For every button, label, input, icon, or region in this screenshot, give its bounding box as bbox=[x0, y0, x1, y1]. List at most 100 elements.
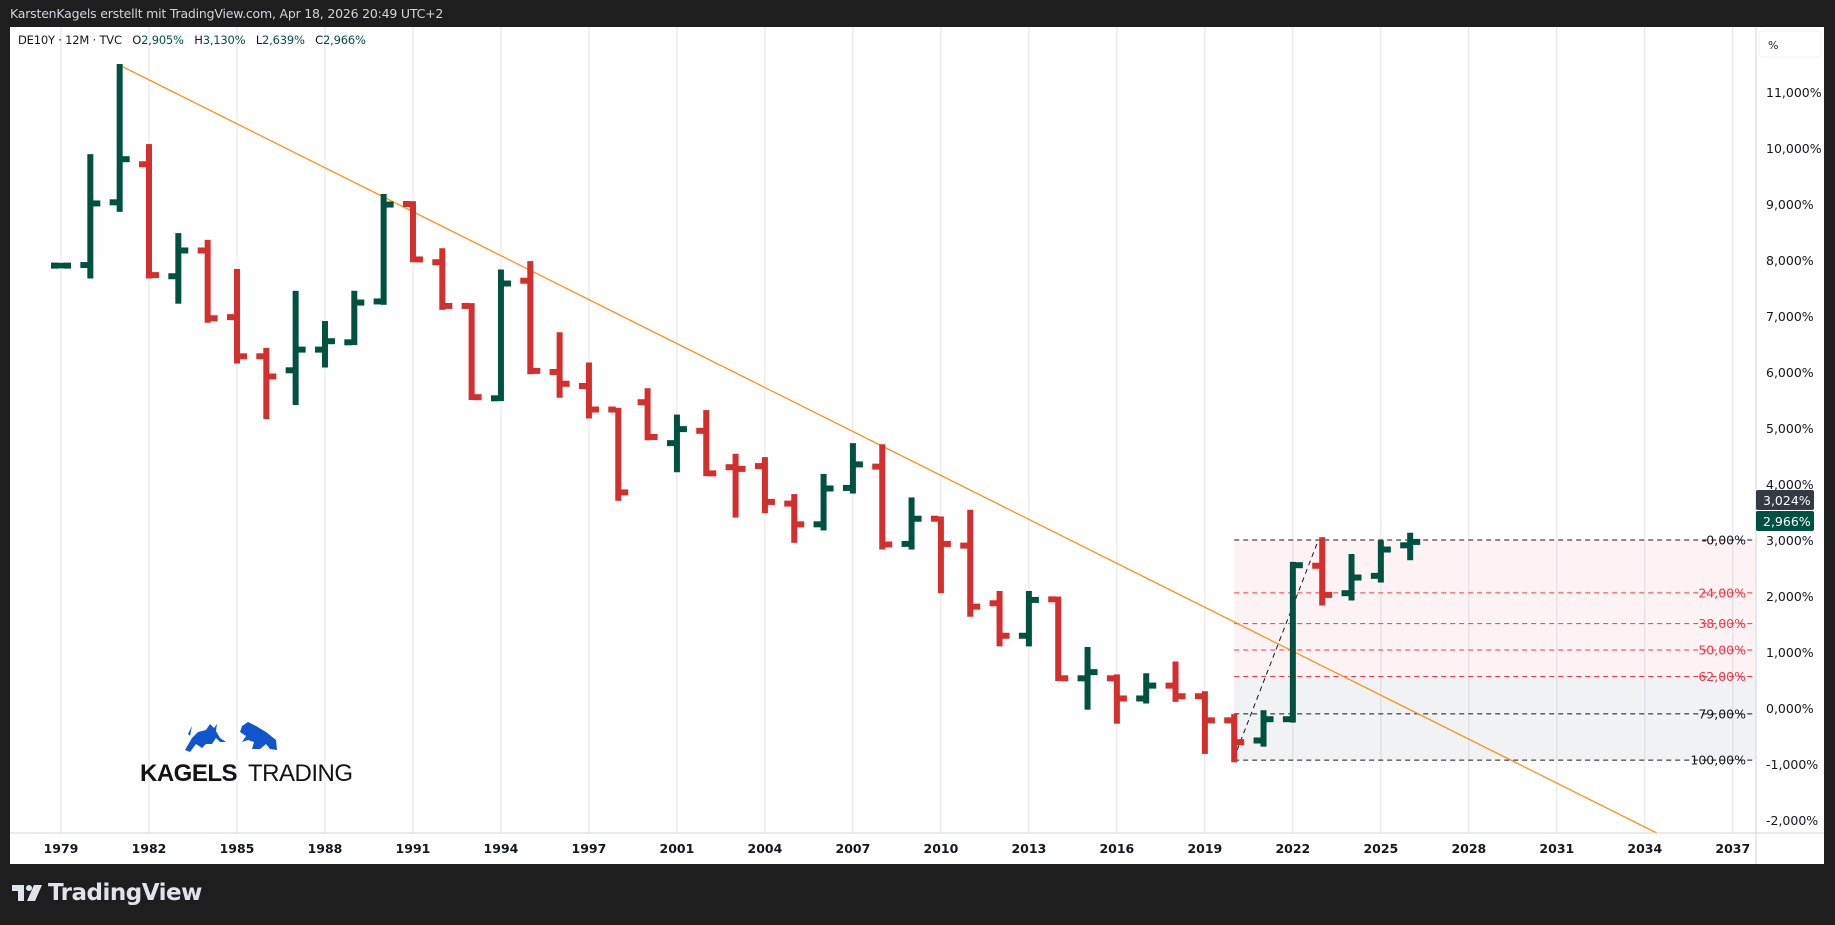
ohlc-bar-2023[interactable] bbox=[1312, 537, 1333, 606]
ohlc-bar-1984[interactable] bbox=[197, 239, 218, 323]
ohlc-bar-1982[interactable] bbox=[138, 144, 159, 279]
bar-close-tick bbox=[356, 299, 365, 306]
bar-open-tick bbox=[1282, 716, 1291, 723]
ohlc-bar-1983[interactable] bbox=[168, 233, 189, 304]
bar-range bbox=[967, 509, 974, 617]
ohlc-bar-1979[interactable] bbox=[51, 262, 71, 269]
bar-open-tick bbox=[344, 339, 352, 346]
bar-range bbox=[1260, 710, 1267, 747]
bar-range bbox=[1201, 691, 1208, 754]
ohlc-bar-2007[interactable] bbox=[842, 443, 863, 494]
bar-open-tick bbox=[901, 540, 910, 547]
bar-range bbox=[761, 457, 768, 514]
ohlc-bar-1996[interactable] bbox=[549, 332, 570, 398]
x-tick-label: 2001 bbox=[660, 841, 695, 856]
ohlc-bar-1981[interactable] bbox=[109, 64, 130, 212]
ohlc-bar-2017[interactable] bbox=[1136, 673, 1157, 704]
y-tick-label: 9,000% bbox=[1766, 197, 1814, 212]
bar-close-tick bbox=[650, 433, 658, 440]
ohlc-bar-2011[interactable] bbox=[960, 509, 981, 617]
fib-trend-line[interactable] bbox=[1236, 541, 1319, 751]
ohlc-bar-1991[interactable] bbox=[402, 201, 423, 263]
bar-close-tick bbox=[1002, 632, 1010, 639]
bar-open-tick bbox=[813, 521, 822, 528]
plot-area[interactable]: -0,00% 24,00% 38,00% 50,00% 62,00% 79,00% 100,… bbox=[51, 64, 1756, 833]
ohlc-bar-2018[interactable] bbox=[1165, 661, 1186, 702]
bar-range bbox=[908, 497, 915, 550]
ohlc-bar-2004[interactable] bbox=[754, 457, 775, 514]
ohlc-bar-2000[interactable] bbox=[637, 388, 658, 441]
ohlc-bar-1994[interactable] bbox=[490, 269, 511, 402]
bar-close-tick bbox=[1090, 669, 1098, 676]
y-tick-label: 1,000% bbox=[1766, 645, 1814, 660]
last-price-text: 3,024% bbox=[1763, 493, 1811, 508]
ohlc-bar-2010[interactable] bbox=[930, 515, 951, 594]
bar-close-tick bbox=[1412, 538, 1421, 545]
x-tick-label: 2010 bbox=[924, 841, 959, 856]
bar-close-tick bbox=[1266, 716, 1274, 723]
ohlc-bar-1990[interactable] bbox=[373, 193, 394, 305]
ohlc-bar-1986[interactable] bbox=[256, 347, 277, 420]
tradingview-brand-text: TradingView bbox=[48, 880, 202, 906]
ohlc-bar-2024[interactable] bbox=[1341, 554, 1362, 601]
bar-open-tick bbox=[168, 273, 176, 280]
ohlc-bar-2006[interactable] bbox=[813, 473, 834, 531]
x-tick-label: 1988 bbox=[308, 841, 343, 856]
bar-open-tick bbox=[1194, 693, 1203, 700]
ohlc-bar-2026[interactable] bbox=[1400, 532, 1421, 561]
bar-close-tick bbox=[444, 302, 453, 309]
price-axis[interactable]: 11,000% 10,000% 9,000% 8,000% 7,000% 6,000% 5,… bbox=[1766, 85, 1822, 828]
ohlc-bar-2001[interactable] bbox=[666, 414, 687, 473]
ohlc-bar-2008[interactable] bbox=[872, 444, 893, 550]
ohlc-bar-1980[interactable] bbox=[80, 154, 101, 279]
bar-close-tick bbox=[298, 346, 306, 353]
x-tick-label: 2025 bbox=[1363, 841, 1398, 856]
x-tick-label: 2013 bbox=[1011, 841, 1046, 856]
ohlc-bar-2003[interactable] bbox=[725, 453, 746, 518]
ohlc-bar-1993[interactable] bbox=[461, 302, 482, 401]
ohlc-bar-1985[interactable] bbox=[226, 268, 247, 364]
ohlc-bar-1989[interactable] bbox=[344, 290, 365, 346]
tradingview-logo[interactable]: TradingView bbox=[12, 880, 202, 906]
bar-open-tick bbox=[1370, 572, 1379, 579]
bar-close-tick bbox=[767, 498, 775, 505]
ohlc-bar-1997[interactable] bbox=[578, 362, 599, 419]
ohlc-bar-1995[interactable] bbox=[520, 261, 541, 375]
time-axis[interactable]: 1979 1982 1985 1988 1991 1994 1997 2001 2004 2007… bbox=[44, 841, 1751, 856]
bar-range bbox=[996, 590, 1003, 647]
unit-button[interactable]: % bbox=[1758, 30, 1822, 58]
ohlc-bar-2022[interactable] bbox=[1282, 561, 1303, 723]
ohlc-bar-2002[interactable] bbox=[696, 410, 717, 477]
bar-range bbox=[351, 290, 358, 346]
ohlc-bar-2020[interactable] bbox=[1224, 714, 1245, 763]
trend-line[interactable] bbox=[122, 66, 1657, 833]
ohlc-bar-2025[interactable] bbox=[1370, 540, 1391, 583]
bar-range bbox=[1231, 714, 1238, 763]
ohlc-bar-2009[interactable] bbox=[901, 497, 922, 550]
ohlc-bar-2014[interactable] bbox=[1048, 596, 1069, 682]
ohlc-bar-2019[interactable] bbox=[1194, 691, 1215, 754]
ohlc-bar-2012[interactable] bbox=[989, 590, 1010, 647]
ohlc-bar-2013[interactable] bbox=[1018, 590, 1039, 647]
bar-range bbox=[1113, 674, 1120, 724]
bar-range bbox=[1025, 590, 1032, 647]
ohlc-bar-1987[interactable] bbox=[285, 290, 306, 406]
tradingview-logo-icon bbox=[12, 885, 42, 901]
bar-range bbox=[1407, 532, 1414, 561]
ohlc-bar-2016[interactable] bbox=[1106, 674, 1127, 724]
ohlc-bar-2021[interactable] bbox=[1253, 710, 1274, 747]
bar-close-tick bbox=[679, 426, 687, 433]
bar-open-tick bbox=[138, 161, 147, 168]
ohlc-bar-1998[interactable] bbox=[608, 406, 629, 501]
bar-range bbox=[1084, 646, 1091, 710]
bar-close-tick bbox=[738, 465, 746, 472]
ohlc-bar-2005[interactable] bbox=[784, 494, 805, 543]
watermark-word-trading: TRADING bbox=[248, 760, 353, 786]
symbol-label[interactable]: DE10Y · 12M · TVC bbox=[18, 33, 122, 47]
open-value: 2,905% bbox=[141, 33, 184, 47]
ohlc-bar-2015[interactable] bbox=[1077, 646, 1098, 710]
ohlc-bar-1988[interactable] bbox=[314, 321, 335, 368]
ohlc-bar-1992[interactable] bbox=[432, 248, 453, 310]
chart-background bbox=[10, 27, 1824, 864]
